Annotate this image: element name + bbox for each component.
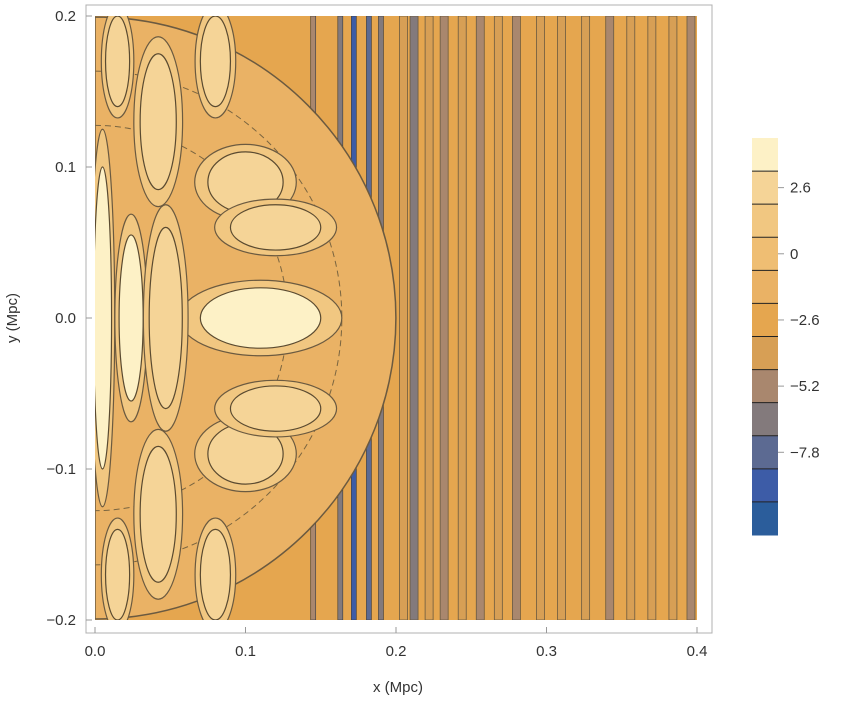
contour-stripe [439, 16, 449, 620]
x-tick-label: 0.3 [536, 643, 557, 660]
colorbar-band [752, 468, 778, 503]
plot-frame [85, 4, 713, 634]
contour-stripe [647, 16, 657, 620]
colorbar-band [752, 270, 778, 304]
x-axis-label: x (Mpc) [373, 679, 423, 696]
contour-stripe [605, 16, 615, 620]
colorbar-band [752, 237, 778, 271]
contour-blob [199, 16, 232, 108]
plot-area [95, 16, 697, 620]
colorbar: 2.6 0 −2.6 −5.2 −7.8 [752, 138, 820, 536]
contour-blob [95, 166, 113, 470]
contour-stripe [493, 16, 503, 620]
x-axis: 0.0 0.1 0.2 0.3 0.4 [85, 627, 708, 660]
contour-stripe [581, 16, 591, 620]
contour-blob [118, 234, 144, 402]
y-tick-label: 0.0 [55, 310, 76, 327]
contour-blob [199, 528, 232, 620]
contour-stripe [512, 16, 521, 620]
contour-stripe [536, 16, 545, 620]
contour-blob [104, 16, 131, 108]
y-axis-label: y (Mpc) [4, 293, 21, 343]
contour-blob [229, 385, 322, 432]
x-tick-label: 0.1 [235, 643, 256, 660]
x-tick-label: 0.0 [85, 643, 106, 660]
colorbar-band [752, 402, 778, 437]
contour-stripe [475, 16, 485, 620]
colorbar-tick-label: 0 [790, 246, 798, 263]
contour-blob [104, 528, 131, 620]
y-axis: −0.2 −0.1 0.0 0.1 0.2 [46, 8, 92, 629]
colorbar-band [752, 171, 778, 205]
y-tick-label: −0.1 [46, 461, 76, 478]
contour-blob [139, 53, 177, 191]
x-tick-label: 0.4 [687, 643, 708, 660]
colorbar-band [752, 501, 778, 536]
colorbar-band [752, 435, 778, 470]
contour-stripe [668, 16, 678, 620]
contour-blob [139, 445, 177, 583]
colorbar-tick-label: −7.8 [790, 444, 820, 461]
contour-stripe [626, 16, 636, 620]
contour-stripe [457, 16, 467, 620]
colorbar-tick-label: −5.2 [790, 378, 820, 395]
colorbar-band [752, 303, 778, 337]
y-tick-label: 0.2 [55, 8, 76, 25]
contour-stripe [557, 16, 566, 620]
contour-stripe [409, 16, 419, 620]
contour-stripe [686, 16, 696, 620]
colorbar-band [752, 204, 778, 238]
colorbar-tick-label: 2.6 [790, 180, 811, 197]
contour-blob [229, 204, 322, 251]
contour-stripe [399, 16, 408, 620]
contour-stripe [424, 16, 434, 620]
colorbar-band [752, 138, 778, 172]
y-tick-label: 0.1 [55, 159, 76, 176]
colorbar-band [752, 369, 778, 404]
contour-blob [148, 226, 183, 410]
contour-blob [199, 287, 322, 349]
x-tick-label: 0.2 [386, 643, 407, 660]
colorbar-band [752, 336, 778, 371]
y-tick-label: −0.2 [46, 612, 76, 629]
colorbar-tick-label: −2.6 [790, 312, 820, 329]
